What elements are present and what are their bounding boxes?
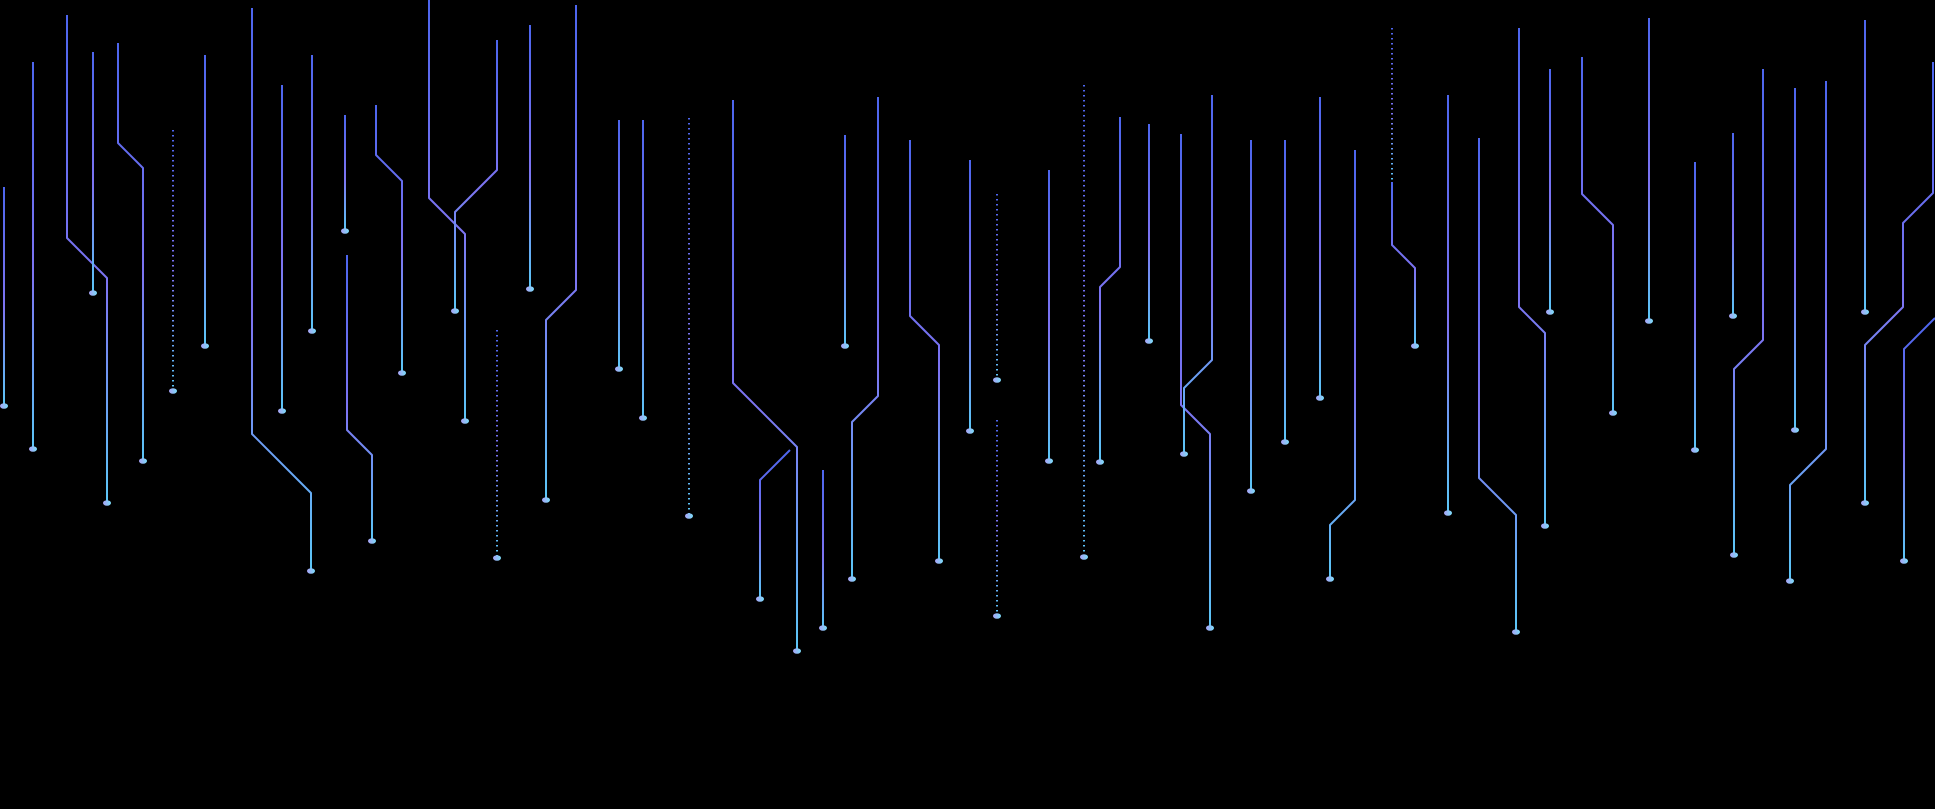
- trace-endpoint-dot: [685, 513, 693, 519]
- trace-endpoint-dot: [1609, 410, 1617, 416]
- circuit-trace: [251, 8, 312, 570]
- trace-endpoint-dot: [639, 415, 647, 421]
- trace-endpoint-dot: [1691, 447, 1699, 453]
- trace-endpoint-dot: [841, 343, 849, 349]
- trace-endpoint-dot: [341, 228, 349, 234]
- trace-endpoint-dot: [493, 555, 501, 561]
- trace-endpoint-dot: [1080, 554, 1088, 560]
- trace-endpoint-dot: [1541, 523, 1549, 529]
- circuit-trace: [1478, 138, 1517, 631]
- circuit-trace: [1183, 95, 1213, 453]
- trace-endpoint-dot: [451, 308, 459, 314]
- trace-endpoint-dot: [1546, 309, 1554, 315]
- trace-endpoint-dot: [461, 418, 469, 424]
- trace-endpoint-dot: [139, 458, 147, 464]
- circuit-trace: [375, 105, 403, 372]
- trace-endpoint-dot: [1096, 459, 1104, 465]
- trace-endpoint-dot: [1512, 629, 1520, 635]
- trace-endpoint-dot: [1180, 451, 1188, 457]
- trace-endpoint-dot: [819, 625, 827, 631]
- trace-endpoint-dot: [993, 377, 1001, 383]
- trace-endpoint-dot: [615, 366, 623, 372]
- circuit-trace: [909, 140, 940, 560]
- trace-endpoint-dot: [1247, 488, 1255, 494]
- circuit-trace: [1329, 150, 1356, 578]
- trace-endpoint-dot: [278, 408, 286, 414]
- trace-endpoint-dot: [169, 388, 177, 394]
- circuit-trace: [1518, 28, 1546, 525]
- circuit-trace: [454, 40, 498, 310]
- trace-endpoint-dot: [935, 558, 943, 564]
- trace-endpoint-dot: [1444, 510, 1452, 516]
- trace-endpoint-dot: [368, 538, 376, 544]
- circuit-trace: [732, 100, 798, 650]
- circuit-trace: [117, 43, 144, 460]
- trace-endpoint-dot: [1206, 625, 1214, 631]
- circuit-trace: [1864, 62, 1934, 502]
- trace-endpoint-dot: [542, 497, 550, 503]
- circuit-trace: [1391, 182, 1416, 345]
- circuit-trace: [66, 15, 108, 502]
- trace-endpoint-dot: [1861, 309, 1869, 315]
- trace-endpoint-dot: [307, 568, 315, 574]
- trace-endpoint-dot: [1900, 558, 1908, 564]
- trace-endpoint-dot: [29, 446, 37, 452]
- trace-endpoint-dot: [1791, 427, 1799, 433]
- trace-endpoint-dot: [103, 500, 111, 506]
- trace-endpoint-dot: [966, 428, 974, 434]
- trace-endpoint-dot: [1861, 500, 1869, 506]
- trace-endpoint-dot: [756, 596, 764, 602]
- trace-endpoint-dot: [993, 613, 1001, 619]
- trace-endpoint-dot: [793, 648, 801, 654]
- trace-endpoint-dot: [1645, 318, 1653, 324]
- trace-endpoint-dot: [398, 370, 406, 376]
- circuit-trace: [1180, 134, 1211, 627]
- circuit-trace: [1903, 317, 1935, 560]
- trace-endpoint-dot: [1326, 576, 1334, 582]
- trace-endpoint-dot: [1786, 578, 1794, 584]
- trace-endpoint-dot: [1729, 313, 1737, 319]
- circuit-trace: [1099, 117, 1121, 461]
- trace-endpoint-dot: [848, 576, 856, 582]
- trace-endpoint-dot: [526, 286, 534, 292]
- trace-endpoint-dot: [1730, 552, 1738, 558]
- circuit-trace: [346, 255, 373, 540]
- circuit-trace: [428, 0, 466, 420]
- trace-endpoint-dot: [1145, 338, 1153, 344]
- trace-endpoint-dot: [1281, 439, 1289, 445]
- circuit-trace: [545, 5, 577, 499]
- trace-endpoint-dot: [89, 290, 97, 296]
- circuit-trace: [851, 97, 879, 578]
- circuit-trace: [1733, 69, 1764, 554]
- circuit-trace: [759, 449, 791, 598]
- trace-endpoint-dot: [1045, 458, 1053, 464]
- trace-endpoint-dot: [0, 403, 8, 409]
- circuit-trace: [1581, 57, 1614, 412]
- trace-endpoint-dot: [201, 343, 209, 349]
- trace-endpoint-dot: [1316, 395, 1324, 401]
- circuit-trace: [1789, 81, 1827, 580]
- trace-endpoint-dot: [308, 328, 316, 334]
- trace-endpoint-dot: [1411, 343, 1419, 349]
